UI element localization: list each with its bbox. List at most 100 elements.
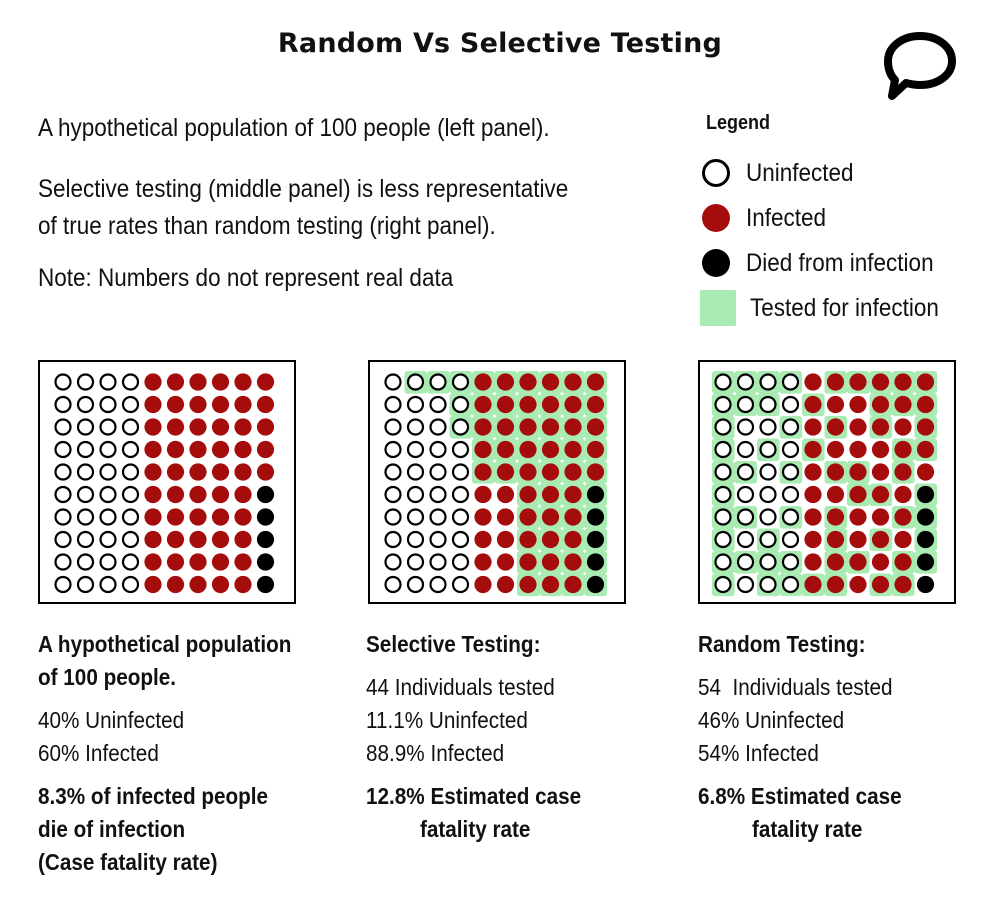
- tested-swatch-icon: [700, 290, 736, 326]
- caption-heading: A hypothetical population: [38, 631, 292, 657]
- uninfected-dot: [736, 508, 755, 526]
- uninfected-dot: [76, 575, 95, 594]
- uninfected-dot: [736, 373, 755, 391]
- infected-dot: [144, 508, 162, 526]
- uninfected-dot: [54, 463, 72, 481]
- infected-dot: [804, 463, 822, 481]
- uninfected-dot: [76, 508, 95, 526]
- uninfected-dot: [781, 530, 800, 549]
- infected-dot: [564, 553, 582, 571]
- uninfected-dot: [406, 373, 425, 391]
- selective-dot-grid: [384, 371, 608, 597]
- legend-item-tested: Tested for infection: [700, 289, 960, 327]
- uninfected-dot: [429, 440, 447, 459]
- infected-dot: [519, 395, 537, 414]
- uninfected-dot: [121, 575, 140, 594]
- infected-dot: [189, 463, 207, 481]
- uninfected-dot: [121, 485, 140, 504]
- died-dot: [256, 485, 275, 504]
- uninfected-dot: [781, 418, 800, 436]
- infected-dot: [189, 575, 207, 594]
- caption-result: die of infection: [38, 816, 186, 842]
- infected-dot: [234, 530, 252, 549]
- infected-dot: [496, 463, 515, 481]
- infected-dot: [519, 373, 537, 391]
- infected-dot: [166, 508, 185, 526]
- infected-dot: [804, 553, 822, 571]
- caption-result: 8.3% of infected people: [38, 783, 269, 809]
- uninfected-dot: [384, 418, 402, 436]
- infected-dot: [234, 485, 252, 504]
- infected-dot: [234, 463, 252, 481]
- died-swatch-icon: [702, 249, 730, 277]
- intro-line: Selective testing (middle panel) is less…: [38, 175, 569, 203]
- died-dot: [256, 508, 275, 526]
- infected-dot: [826, 395, 845, 414]
- infected-dot: [564, 485, 582, 504]
- uninfected-dot: [429, 485, 447, 504]
- uninfected-dot: [736, 530, 755, 549]
- died-dot: [916, 530, 935, 549]
- infected-dot: [189, 440, 207, 459]
- uninfected-dot: [121, 463, 140, 481]
- uninfected-dot: [759, 373, 777, 391]
- uninfected-dot: [76, 553, 95, 571]
- died-dot: [256, 575, 275, 594]
- uninfected-dot: [759, 395, 777, 414]
- uninfected-dot: [406, 463, 425, 481]
- uninfected-dot: [121, 508, 140, 526]
- infected-dot: [804, 530, 822, 549]
- uninfected-dot: [759, 508, 777, 526]
- infected-dot: [189, 418, 207, 436]
- died-dot: [916, 553, 935, 571]
- infected-dot: [826, 575, 845, 594]
- infected-dot: [256, 440, 275, 459]
- infected-dot: [586, 440, 605, 459]
- infected-dot: [256, 373, 275, 391]
- page-title: Random Vs Selective Testing: [277, 28, 723, 59]
- caption-random-testing: Random Testing: 54 Individuals tested 46…: [698, 628, 902, 846]
- infected-dot: [189, 508, 207, 526]
- uninfected-dot: [54, 395, 72, 414]
- uninfected-dot: [759, 463, 777, 481]
- random-dot-grid: [712, 371, 938, 597]
- infected-dot: [234, 418, 252, 436]
- infected-dot: [894, 508, 912, 526]
- uninfected-dot: [76, 395, 95, 414]
- uninfected-dot: [121, 395, 140, 414]
- infected-dot: [474, 395, 492, 414]
- uninfected-dot: [76, 418, 95, 436]
- infected-dot: [826, 530, 845, 549]
- infected-dot: [871, 395, 890, 414]
- uninfected-dot: [451, 373, 470, 391]
- died-dot: [916, 485, 935, 504]
- uninfected-dot: [54, 575, 72, 594]
- uninfected-dot: [781, 463, 800, 481]
- infected-dot: [804, 373, 822, 391]
- infected-dot: [496, 508, 515, 526]
- uninfected-dot: [451, 463, 470, 481]
- infected-dot: [916, 395, 935, 414]
- uninfected-dot: [451, 508, 470, 526]
- uninfected-dot: [99, 508, 117, 526]
- infected-dot: [804, 508, 822, 526]
- infected-dot: [849, 440, 867, 459]
- uninfected-dot: [736, 485, 755, 504]
- infected-dot: [541, 575, 560, 594]
- died-dot: [916, 575, 935, 594]
- infected-dot: [474, 463, 492, 481]
- infected-dot: [166, 373, 185, 391]
- infected-dot: [166, 463, 185, 481]
- infected-dot: [144, 440, 162, 459]
- died-dot: [586, 508, 605, 526]
- legend-title: Legend: [706, 112, 771, 134]
- uninfected-dot: [99, 485, 117, 504]
- infected-dot: [144, 418, 162, 436]
- infected-dot: [894, 530, 912, 549]
- uninfected-dot: [759, 440, 777, 459]
- infected-dot: [564, 530, 582, 549]
- infected-dot: [189, 395, 207, 414]
- infected-dot: [189, 373, 207, 391]
- infected-dot: [871, 440, 890, 459]
- infected-dot: [144, 463, 162, 481]
